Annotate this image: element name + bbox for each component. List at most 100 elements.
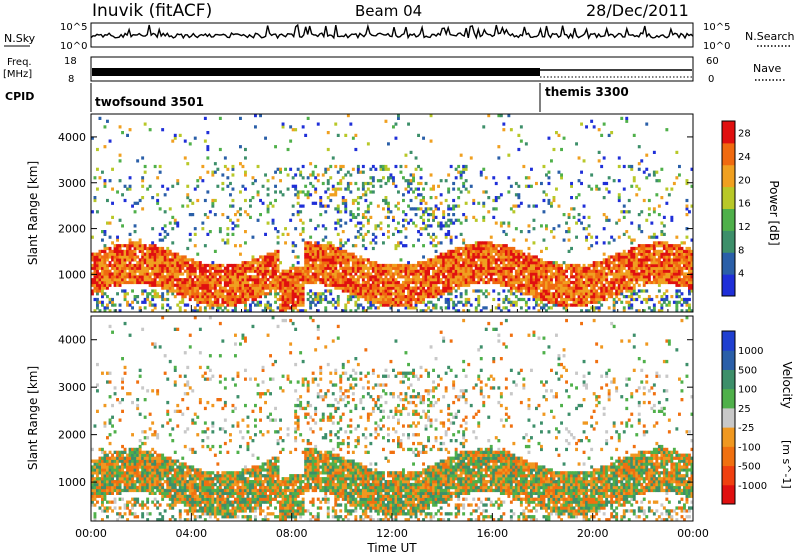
heatmap-cell — [322, 264, 325, 267]
heatmap-cell — [470, 255, 473, 258]
heatmap-cell — [229, 289, 232, 292]
heatmap-cell — [292, 241, 295, 244]
heatmap-cell — [675, 292, 678, 295]
heatmap-cell — [307, 281, 310, 284]
heatmap-cell — [525, 287, 528, 290]
heatmap-cell — [603, 258, 606, 261]
heatmap-cell — [332, 275, 335, 278]
heatmap-cell — [219, 292, 222, 295]
heatmap-cell — [660, 295, 663, 298]
heatmap-cell — [232, 188, 235, 191]
heatmap-cell — [455, 275, 458, 278]
heatmap-cell — [415, 287, 418, 290]
heatmap-cell — [520, 253, 523, 256]
heatmap-cell — [114, 250, 117, 253]
heatmap-cell — [131, 253, 134, 256]
heatmap-cell — [397, 292, 400, 295]
heatmap-cell — [357, 281, 360, 284]
heatmap-cell — [369, 275, 372, 278]
heatmap-cell — [194, 137, 197, 140]
heatmap-cell — [653, 304, 656, 307]
heatmap-cell — [257, 270, 260, 273]
heatmap-cell — [505, 264, 508, 267]
heatmap-cell — [377, 298, 380, 301]
heatmap-cell — [239, 270, 242, 273]
heatmap-cell — [106, 255, 109, 258]
heatmap-cell — [462, 253, 465, 256]
heatmap-cell — [415, 267, 418, 270]
heatmap-cell — [319, 258, 322, 261]
heatmap-cell — [191, 287, 194, 290]
heatmap-cell — [364, 258, 367, 261]
heatmap-cell — [400, 304, 403, 307]
heatmap-cell — [337, 258, 340, 261]
heatmap-cell — [395, 284, 398, 287]
heatmap-cell — [415, 168, 418, 171]
heatmap-cell — [558, 292, 561, 295]
heatmap-cell — [658, 179, 661, 182]
heatmap-cell — [307, 275, 310, 278]
heatmap-cell — [94, 267, 97, 270]
heatmap-cell — [628, 250, 631, 253]
heatmap-cell — [372, 247, 375, 250]
heatmap-cell — [374, 270, 377, 273]
heatmap-cell — [462, 258, 465, 261]
heatmap-cell — [309, 306, 312, 309]
heatmap-cell — [204, 284, 207, 287]
heatmap-cell — [510, 128, 513, 131]
heatmap-cell — [342, 261, 345, 264]
heatmap-cell — [104, 261, 107, 264]
heatmap-cell — [678, 275, 681, 278]
heatmap-cell — [520, 289, 523, 292]
heatmap-cell — [382, 264, 385, 267]
heatmap-cell — [520, 278, 523, 281]
heatmap-cell — [497, 264, 500, 267]
heatmap-cell — [452, 205, 455, 208]
heatmap-cell — [242, 275, 245, 278]
heatmap-cell — [374, 306, 377, 309]
heatmap-cell — [553, 304, 556, 307]
heatmap-cell — [224, 278, 227, 281]
heatmap-cell — [309, 247, 312, 250]
heatmap-cell — [555, 188, 558, 191]
heatmap-cell — [239, 295, 242, 298]
heatmap-cell — [440, 202, 443, 205]
heatmap-cell — [284, 289, 287, 292]
heatmap-cell — [269, 253, 272, 256]
heatmap-cell — [575, 236, 578, 239]
heatmap-cell — [294, 267, 297, 270]
heatmap-cell — [99, 483, 102, 486]
heatmap-cell — [282, 123, 285, 126]
heatmap-cell — [512, 255, 515, 258]
heatmap-cell — [543, 264, 546, 267]
heatmap-cell — [214, 295, 217, 298]
heatmap-cell — [425, 202, 428, 205]
heatmap-cell — [452, 213, 455, 216]
heatmap-cell — [447, 275, 450, 278]
heatmap-cell — [264, 270, 267, 273]
heatmap-cell — [369, 306, 372, 309]
heatmap-cell — [535, 281, 538, 284]
heatmap-cell — [550, 261, 553, 264]
heatmap-cell — [214, 267, 217, 270]
heatmap-cell — [269, 270, 272, 273]
heatmap-cell — [410, 292, 413, 295]
heatmap-cell — [96, 465, 99, 468]
heatmap-cell — [415, 298, 418, 301]
heatmap-cell — [284, 298, 287, 301]
heatmap-cell — [184, 287, 187, 290]
heatmap-cell — [465, 281, 468, 284]
heatmap-cell — [109, 278, 112, 281]
heatmap-cell — [402, 224, 405, 227]
heatmap-cell — [206, 190, 209, 193]
heatmap-cell — [204, 278, 207, 281]
heatmap-cell — [548, 270, 551, 273]
heatmap-cell — [620, 255, 623, 258]
heatmap-cell — [633, 261, 636, 264]
heatmap-cell — [583, 216, 586, 219]
heatmap-cell — [665, 241, 668, 244]
heatmap-cell — [560, 295, 563, 298]
heatmap-cell — [247, 264, 250, 267]
heatmap-cell — [244, 171, 247, 174]
